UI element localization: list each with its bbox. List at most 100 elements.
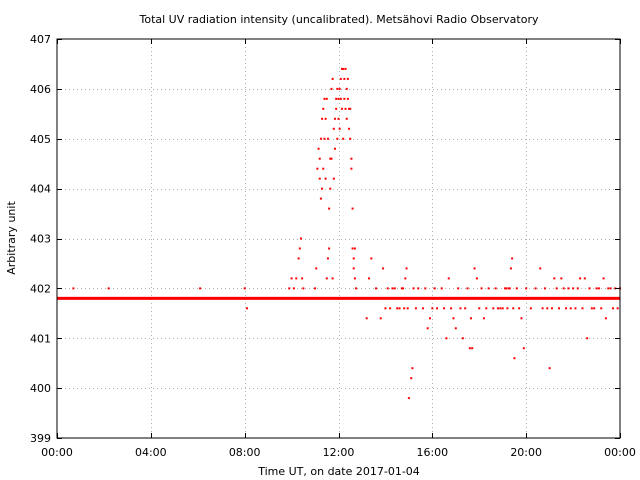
data-point	[346, 97, 349, 100]
data-point	[337, 97, 340, 100]
data-point	[593, 307, 596, 310]
data-point	[298, 247, 301, 250]
y-tick-label: 406	[30, 83, 51, 96]
data-point	[583, 277, 586, 280]
data-point	[411, 367, 414, 370]
data-point	[314, 287, 317, 290]
data-point	[328, 247, 331, 250]
data-point	[508, 287, 511, 290]
data-point	[586, 337, 589, 340]
data-point	[384, 307, 387, 310]
data-point	[546, 307, 549, 310]
data-point	[445, 337, 448, 340]
data-point	[426, 327, 429, 330]
data-point	[351, 207, 354, 210]
data-point	[345, 117, 348, 120]
data-point	[367, 277, 370, 280]
data-point	[402, 287, 405, 290]
data-point	[494, 287, 497, 290]
data-point	[321, 117, 324, 120]
data-point	[341, 107, 344, 110]
data-point	[471, 347, 474, 350]
data-point	[355, 287, 358, 290]
data-point	[350, 157, 353, 160]
data-point	[344, 67, 347, 70]
y-tick-label: 399	[30, 432, 51, 445]
baseline-points	[57, 296, 620, 300]
data-point	[534, 287, 537, 290]
data-point	[324, 117, 327, 120]
y-axis-label: Arbitrary unit	[5, 201, 18, 275]
data-point	[404, 277, 407, 280]
data-point	[324, 177, 327, 180]
data-point	[330, 87, 333, 90]
data-point	[572, 287, 575, 290]
y-tick-label: 403	[30, 233, 51, 246]
data-point	[345, 87, 348, 90]
data-point	[323, 137, 326, 140]
data-point	[330, 157, 333, 160]
data-point	[499, 307, 502, 310]
data-point	[389, 307, 392, 310]
plot-frame	[56, 38, 621, 439]
data-point	[431, 307, 434, 310]
data-point	[470, 317, 473, 320]
data-point	[338, 87, 341, 90]
data-point	[541, 307, 544, 310]
data-point	[348, 107, 351, 110]
data-point	[506, 307, 509, 310]
data-point	[319, 137, 322, 140]
data-point	[509, 267, 512, 270]
data-point	[522, 347, 525, 350]
x-tick-label: 16:00	[416, 446, 448, 459]
data-point	[611, 307, 614, 310]
data-point	[485, 307, 488, 310]
y-tick-label: 400	[30, 382, 51, 395]
y-tick-label: 407	[30, 33, 51, 46]
data-point	[487, 287, 490, 290]
data-point	[454, 327, 457, 330]
data-point	[337, 117, 340, 120]
data-point	[428, 317, 431, 320]
data-point	[343, 97, 346, 100]
x-tick-label: 12:00	[323, 446, 355, 459]
data-point	[581, 307, 584, 310]
data-point	[336, 137, 339, 140]
data-point	[302, 287, 305, 290]
y-tick-label: 404	[30, 183, 51, 196]
data-point	[317, 147, 320, 150]
data-points	[57, 67, 621, 400]
data-point	[331, 77, 334, 80]
data-point	[323, 97, 326, 100]
data-point	[348, 127, 351, 130]
data-point	[318, 157, 321, 160]
data-point	[315, 267, 318, 270]
y-tick-label: 402	[30, 282, 51, 295]
data-point	[391, 287, 394, 290]
data-point	[365, 317, 368, 320]
data-point	[574, 307, 577, 310]
data-point	[565, 307, 568, 310]
data-point	[461, 337, 464, 340]
data-point	[478, 307, 481, 310]
data-point	[398, 307, 401, 310]
data-point	[322, 107, 325, 110]
data-point	[558, 307, 561, 310]
data-point	[403, 307, 406, 310]
x-tick-label: 08:00	[229, 446, 261, 459]
data-point	[341, 67, 344, 70]
data-point	[344, 107, 347, 110]
data-point	[339, 97, 342, 100]
data-point	[326, 137, 329, 140]
y-tick-label: 401	[30, 332, 51, 345]
data-point	[543, 287, 546, 290]
data-point	[576, 287, 579, 290]
data-point	[342, 67, 345, 70]
data-point	[335, 97, 338, 100]
data-point	[353, 277, 356, 280]
x-axis-label: Time UT, on date 2017-01-04	[257, 465, 420, 478]
data-point	[555, 287, 558, 290]
data-point	[450, 307, 453, 310]
data-point	[370, 257, 373, 260]
